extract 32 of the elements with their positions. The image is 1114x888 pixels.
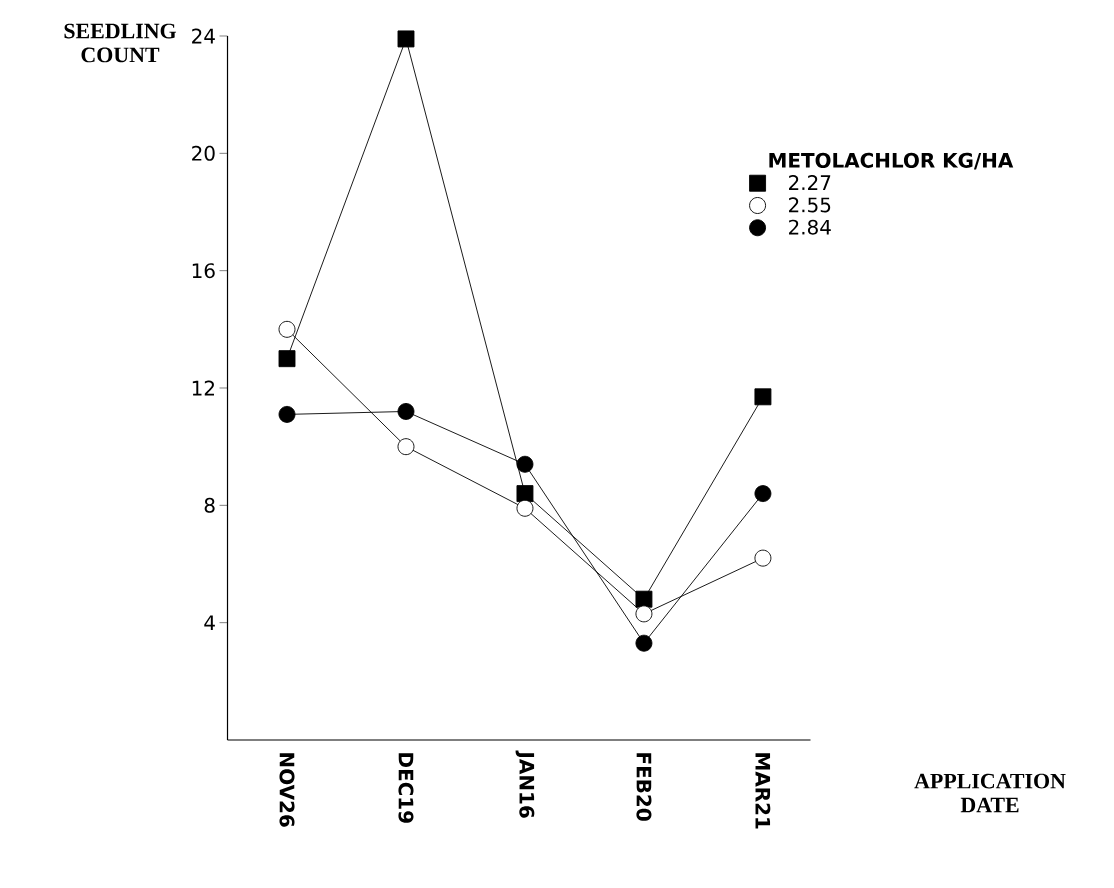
point: [278, 350, 296, 368]
x-axis-title: APPLICATION DATE: [914, 773, 1066, 813]
legend-label: 2.84: [789, 219, 831, 235]
y-tick-label: 8: [204, 497, 215, 513]
point: [635, 634, 653, 652]
y-tick-label: 16: [192, 263, 215, 279]
point: [635, 605, 653, 623]
legend-title: METOLACHLOR KG/HA: [769, 152, 1014, 170]
point: [754, 485, 772, 503]
x-tick-label: JAN16: [515, 750, 535, 818]
legend-label: 2.27: [789, 175, 831, 190]
x-tick-label: MAR21: [755, 753, 771, 829]
x-tick-label: NOV26: [279, 753, 295, 827]
point: [397, 30, 415, 48]
x-tick-label: DEC19: [398, 753, 414, 823]
point: [516, 455, 534, 473]
point: [516, 499, 534, 517]
point: [635, 590, 653, 608]
point: [278, 320, 296, 338]
y-tick-label: 24: [192, 28, 215, 44]
x-tick-label: FEB20: [636, 753, 652, 821]
point: [278, 405, 296, 423]
y-tick-label: 12: [192, 380, 214, 396]
y-tick-label: 4: [204, 615, 215, 630]
point: [516, 485, 534, 503]
point: [397, 403, 415, 420]
y-axis-title: SEEDLING COUNT: [64, 23, 177, 63]
y-tick-label: 20: [192, 145, 215, 161]
point: [754, 388, 772, 406]
point: [754, 549, 772, 567]
legend-label: 2.55: [789, 197, 831, 213]
point: [397, 438, 415, 456]
